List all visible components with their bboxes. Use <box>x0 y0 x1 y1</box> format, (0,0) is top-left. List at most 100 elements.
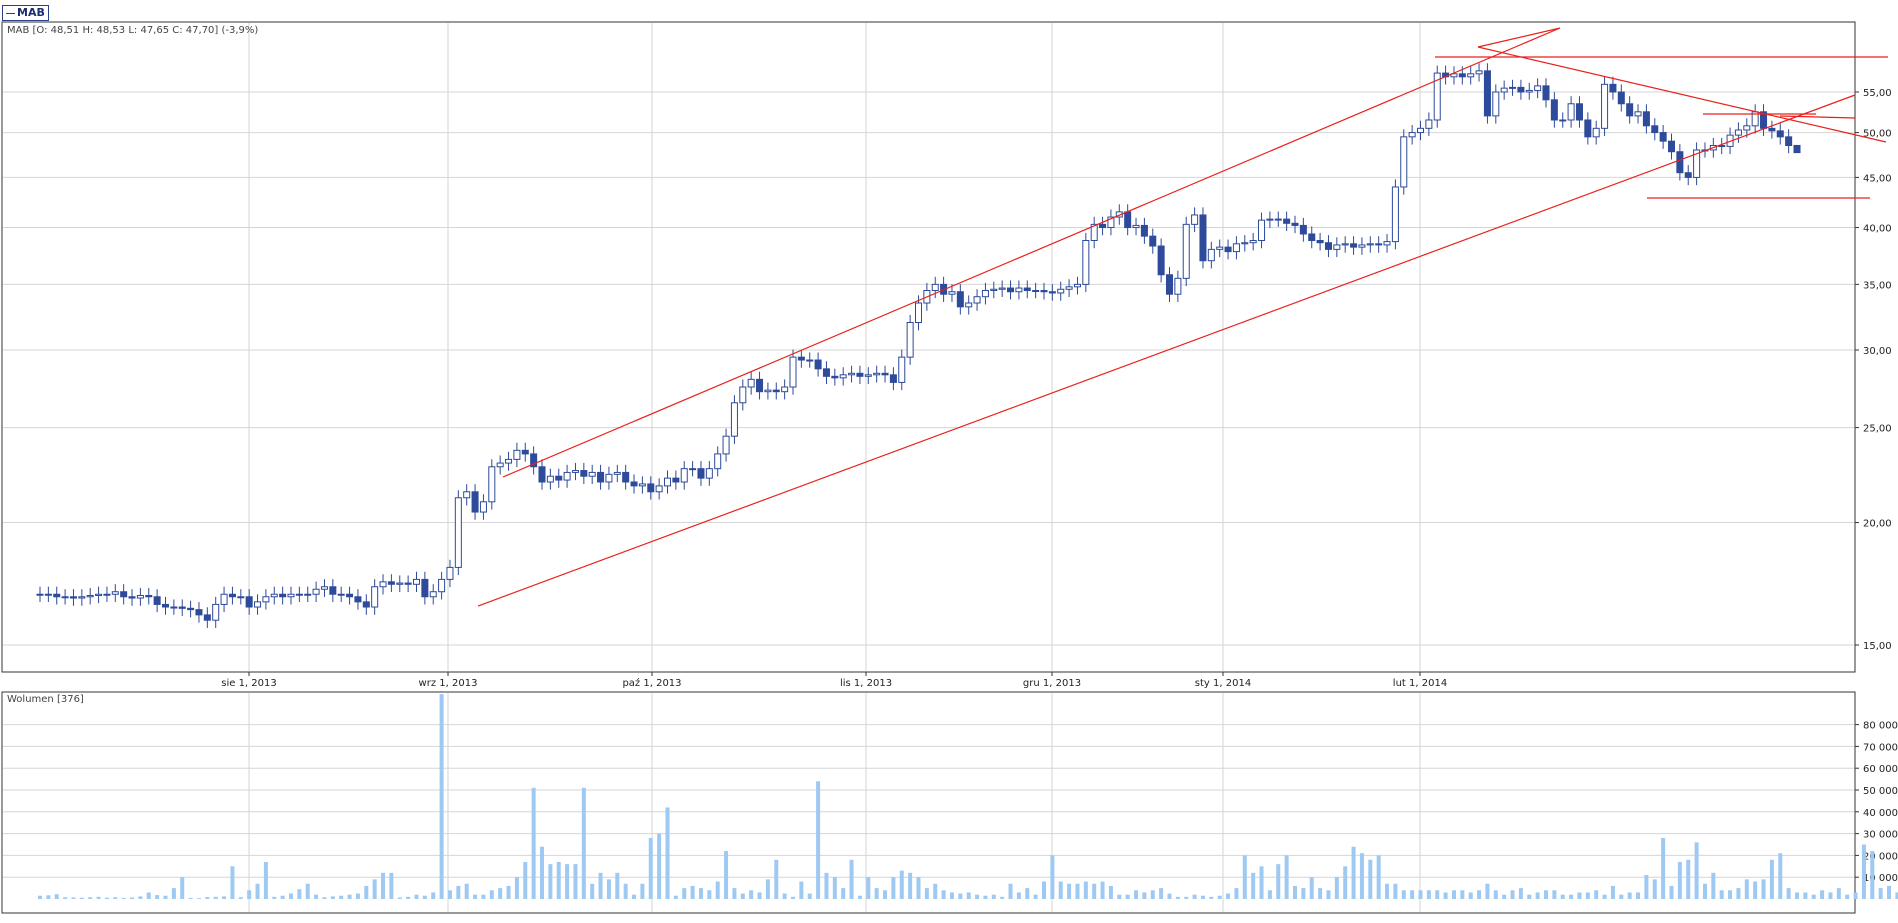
volume-y-tick-label: 70 000 <box>1863 742 1898 753</box>
volume-y-tick-label: 60 000 <box>1863 764 1898 775</box>
volume-bar <box>456 885 461 899</box>
candle-up <box>1249 240 1257 244</box>
candle-up <box>1475 70 1483 75</box>
volume-bar <box>975 894 980 899</box>
volume-bar <box>1426 890 1431 899</box>
volume-bar <box>180 877 185 899</box>
volume-bar <box>1510 890 1515 899</box>
candle-down <box>1157 245 1165 276</box>
candle-down <box>1626 103 1634 117</box>
volume-bar <box>824 872 829 899</box>
candle-up <box>1358 244 1366 248</box>
volume-bar <box>155 895 160 899</box>
candle-down <box>672 477 680 483</box>
volume-bar <box>130 897 135 899</box>
candles-group <box>36 63 1801 628</box>
volume-bar <box>1368 859 1373 899</box>
candle-up <box>1274 218 1282 221</box>
candle-down <box>187 607 195 611</box>
volume-bar <box>1443 892 1448 899</box>
candle-down <box>1007 287 1015 293</box>
candle-down <box>228 593 236 598</box>
candle-up <box>1400 136 1408 188</box>
volume-bar <box>372 879 377 899</box>
volume-bar <box>1234 888 1239 899</box>
volume-bar <box>1142 892 1147 899</box>
candle-up <box>1416 127 1425 134</box>
candle-up <box>1433 72 1441 121</box>
volume-bar <box>280 895 285 899</box>
volume-bar <box>1795 892 1799 899</box>
candle-down <box>831 375 839 379</box>
volume-bar <box>1761 879 1766 899</box>
volume-bar <box>289 893 293 899</box>
volume-bar <box>113 897 118 899</box>
volume-bar <box>1343 866 1348 899</box>
candle-up <box>463 491 471 499</box>
volume-bar <box>698 888 703 899</box>
candle-down <box>329 586 337 595</box>
volume-bar <box>1870 851 1875 899</box>
volume-bar <box>1284 855 1289 899</box>
y-tick-label: 50,00 <box>1863 129 1892 140</box>
volume-bar <box>774 859 779 899</box>
trendline <box>1477 27 1561 48</box>
volume-bar <box>565 864 570 899</box>
volume-bar <box>1769 859 1774 899</box>
candle-up <box>237 596 245 599</box>
candle-down <box>471 491 479 513</box>
volume-bar <box>807 893 812 899</box>
volume-bar <box>71 897 76 899</box>
volume-bar <box>439 694 444 899</box>
candle-up <box>1032 289 1040 292</box>
x-tick-label: paź 1, 2013 <box>622 677 681 689</box>
candle-down <box>1584 119 1592 138</box>
volume-bar <box>1125 894 1130 899</box>
volume-bar <box>1493 890 1498 899</box>
volume-bar <box>1309 877 1314 899</box>
volume-bar <box>891 877 896 899</box>
volume-bar <box>1351 846 1356 899</box>
volume-bar <box>690 885 695 899</box>
volume-panel-frame <box>1 691 1856 914</box>
volume-bar <box>1669 885 1674 899</box>
candle-down <box>1651 125 1659 134</box>
volume-bar <box>1502 894 1507 899</box>
candle-up <box>513 449 521 460</box>
volume-bar <box>640 883 645 899</box>
candle-up <box>337 593 345 596</box>
candle-down <box>1542 85 1550 101</box>
candle-down <box>597 471 605 483</box>
candle-up <box>488 466 496 503</box>
y-tick-label: 35,00 <box>1863 280 1892 291</box>
candle-up <box>739 386 747 404</box>
legend-tab[interactable]: MAB <box>2 5 49 21</box>
volume-bar <box>431 892 436 899</box>
candle-up <box>1559 119 1567 122</box>
volume-bar <box>849 859 854 899</box>
candle-down <box>1785 136 1793 147</box>
volume-bar <box>857 895 862 899</box>
y-tick-label: 20,00 <box>1863 519 1892 530</box>
candle-down <box>69 596 77 599</box>
volume-bar <box>1736 888 1741 899</box>
candle-down <box>822 368 830 377</box>
volume-bar <box>1100 881 1105 899</box>
volume-bar <box>247 890 252 899</box>
price-panel-frame <box>1 21 1856 673</box>
candle-down <box>120 591 128 598</box>
volume-bar <box>1468 892 1473 899</box>
candle-up <box>170 606 178 609</box>
candle-up <box>1450 73 1458 78</box>
candle-up <box>1500 87 1508 93</box>
volume-bar <box>1861 844 1866 899</box>
trendline <box>1477 46 1887 143</box>
candle-down <box>622 471 630 483</box>
candle-up <box>295 593 303 596</box>
candle-up <box>61 596 69 599</box>
candle-up <box>1191 214 1199 225</box>
volume-bar <box>1845 894 1850 899</box>
candle-up <box>848 372 856 376</box>
candle-up <box>1182 223 1190 279</box>
candle-down <box>797 356 805 361</box>
